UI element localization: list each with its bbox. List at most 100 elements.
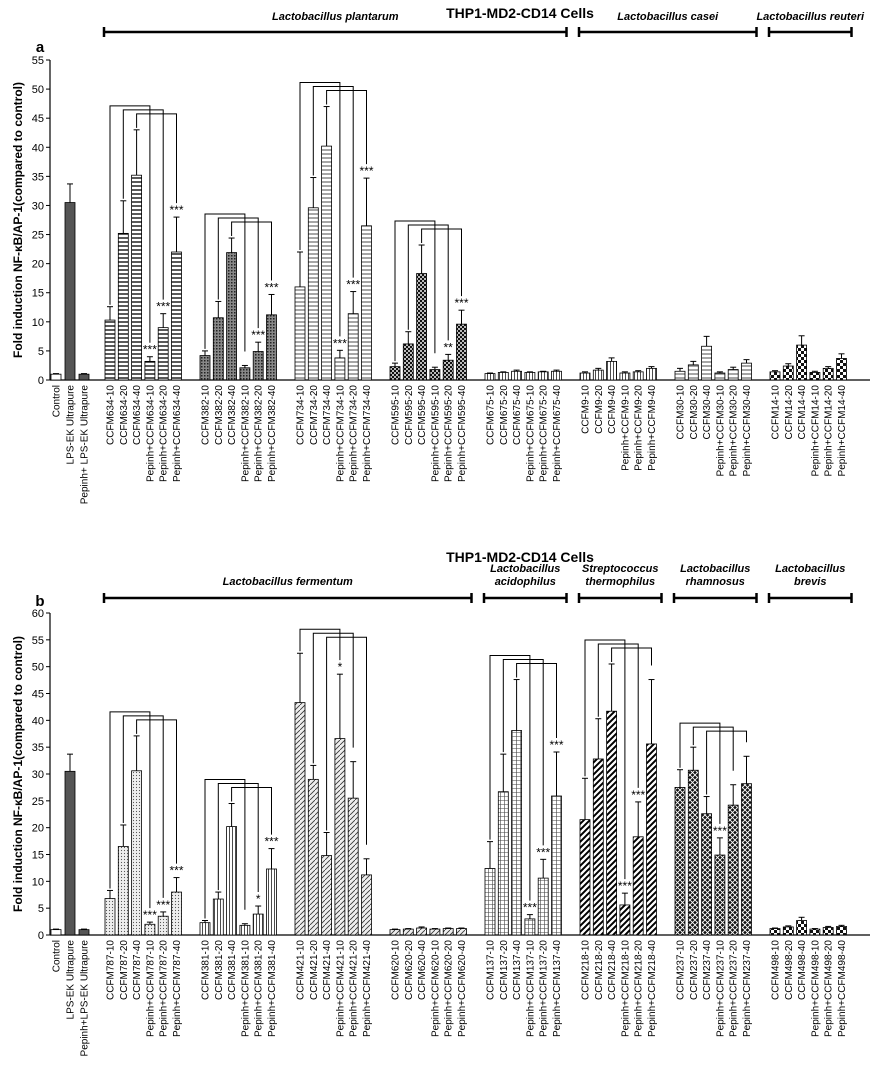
x-tick-label: CCFM787-40 [132, 940, 143, 1000]
bar [809, 928, 821, 936]
x-tick-label: Pepinh+CCFM218-40 [647, 940, 658, 1037]
bar [537, 371, 549, 381]
x-tick-label: CCFM734-10 [296, 385, 307, 445]
x-tick-label: CCFM382-10 [201, 385, 212, 445]
x-tick-label: Pepinh+CCFM498-40 [837, 940, 848, 1037]
x-tick-label: Pepinh+CCFM634-10 [145, 385, 156, 482]
group-bracket [767, 593, 853, 603]
group-label: acidophilus [495, 576, 556, 588]
panel-label: b [35, 593, 44, 610]
x-tick-label: Pepinh+CCFM787-20 [159, 940, 170, 1037]
y-tick-label: 60 [32, 608, 44, 620]
x-tick-label: Pepinh+CCFM137-10 [525, 940, 536, 1037]
error-bar [513, 679, 520, 731]
error-bar [228, 803, 235, 827]
bar [212, 898, 224, 936]
error-bar [648, 366, 655, 369]
error-bar [323, 831, 330, 856]
error-bar [513, 369, 520, 372]
y-tick-label: 40 [32, 715, 44, 727]
x-tick-label: CCFM381-10 [201, 940, 212, 1000]
bar [78, 929, 90, 936]
error-bar [363, 177, 370, 226]
bar [619, 372, 631, 381]
error-bar [215, 300, 222, 318]
y-axis-label: Fold induction NF-κB/AP-1(compared to co… [11, 82, 25, 358]
bar [266, 314, 277, 381]
error-bar [107, 306, 113, 321]
error-bar [255, 341, 262, 352]
significance-star: *** [251, 328, 265, 342]
x-tick-label: CCFM634-10 [106, 385, 117, 445]
x-tick-label: Pepinh+CCFM498-10 [810, 940, 821, 1037]
bar [429, 928, 441, 936]
x-tick-label: CCFM381-20 [214, 940, 225, 1000]
x-tick-label: Pepinh+CCFM620-40 [457, 940, 468, 1037]
comparison-bracket [136, 113, 177, 204]
bar [266, 868, 277, 936]
bar [389, 929, 401, 936]
bar [674, 787, 686, 936]
bar [524, 918, 536, 936]
x-tick-label: Pepinh+CCFM137-20 [539, 940, 550, 1037]
x-tick-label: CCFM498-10 [771, 940, 782, 1000]
x-tick-label: Pepinh+CCFM381-10 [240, 940, 251, 1037]
bar [537, 877, 549, 936]
error-bar [608, 663, 615, 712]
y-tick-label: 45 [32, 113, 44, 125]
x-tick-label: CCFM30-20 [689, 385, 700, 440]
error-bar [716, 371, 723, 374]
bar [524, 372, 536, 381]
error-bar [336, 349, 343, 358]
error-bar [772, 370, 778, 372]
bar [579, 819, 591, 936]
x-tick-label: Pepinh+CCFM14-40 [837, 385, 848, 477]
comparison-bracket [231, 787, 272, 835]
error-bar [553, 369, 560, 372]
error-bar [540, 858, 547, 879]
error-bar [811, 370, 818, 373]
significance-star: *** [523, 901, 537, 915]
error-bar [553, 751, 560, 797]
x-tick-label: Pepinh+CCFM734-10 [335, 385, 346, 482]
bar [321, 855, 333, 936]
group-label: Lactobacillus [680, 563, 750, 575]
bar [769, 371, 781, 381]
x-tick-label: Pepinh+CCFM421-10 [335, 940, 346, 1037]
error-bar [838, 924, 845, 927]
error-bar [690, 360, 697, 365]
bar [592, 369, 604, 381]
comparison-bracket [692, 726, 734, 771]
error-bar [268, 848, 275, 869]
comparison-bracket [312, 86, 354, 278]
x-tick-label: CCFM620-20 [404, 940, 415, 1000]
error-bar [716, 837, 723, 856]
error-bar [500, 371, 507, 373]
comparison-bracket [489, 655, 531, 901]
bar [429, 369, 441, 381]
error-bar [743, 359, 750, 364]
error-bar [107, 889, 113, 899]
x-tick-label: CCFM14-20 [784, 385, 795, 440]
significance-star: *** [346, 278, 360, 292]
bar [226, 826, 238, 936]
bar [171, 891, 182, 936]
group-label: thermophilus [585, 576, 655, 588]
error-bar [703, 335, 710, 347]
x-tick-label: CCFM137-20 [499, 940, 510, 1000]
x-tick-label: CCFM787-10 [106, 940, 117, 1000]
y-tick-label: 25 [32, 796, 44, 808]
x-tick-label: CCFM734-20 [309, 385, 320, 445]
bar [484, 373, 496, 381]
x-tick-label: CCFM787-20 [119, 940, 130, 1000]
error-bar [255, 905, 262, 915]
bar [442, 928, 454, 936]
y-tick-label: 20 [32, 823, 44, 835]
bar [551, 795, 562, 936]
error-bar [173, 877, 180, 893]
error-bar [202, 920, 208, 923]
comparison-bracket [394, 220, 436, 362]
x-tick-label: CCFM595-40 [417, 385, 428, 445]
x-tick-label: Pepinh+CCFM634-40 [172, 385, 183, 482]
x-tick-label: Pepinh+CCFM595-40 [457, 385, 468, 482]
